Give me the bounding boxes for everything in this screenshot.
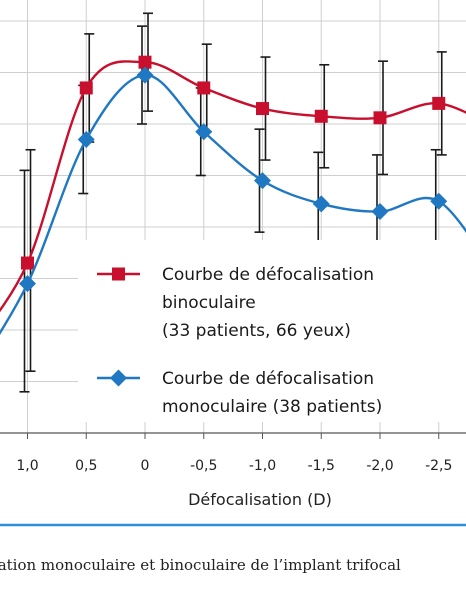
data-point [432,96,446,110]
data-point [195,123,213,141]
x-axis-ticks: 1,0 0,5 0 -0,5 -1,0 -1,5 -2,0 -2,5 [16,433,452,474]
data-point [256,102,269,116]
x-axis-title: Défocalisation (D) [188,490,332,509]
legend-label: monoculaire (38 patients) [162,397,382,417]
x-tick-label: -1,0 [249,458,276,474]
series-1 [0,55,466,313]
data-point [77,130,95,148]
x-tick-label: -0,5 [190,458,217,474]
data-point [373,111,387,125]
legend-label: Courbe de défocalisation [162,265,374,285]
data-point [371,203,389,221]
data-point [430,192,448,210]
data-point [79,81,93,95]
legend-swatch-marker [112,267,125,281]
data-point [254,172,271,190]
legend-label: (33 patients, 66 yeux) [162,321,351,341]
x-tick-label: 0 [141,458,150,474]
legend: Courbe de défocalisation binoculaire (33 p… [78,240,466,422]
legend-label: binoculaire [162,293,256,313]
data-point [197,81,211,95]
x-tick-label: 0,5 [75,458,97,474]
x-tick-label: -1,5 [308,458,335,474]
legend-label: Courbe de défocalisation [162,369,374,389]
data-point [136,66,154,84]
series-2 [0,66,466,335]
data-point [312,195,330,213]
data-point [314,109,328,123]
x-tick-label: -2,5 [425,458,452,474]
data-point [19,275,36,293]
legend-swatch-marker [110,369,127,387]
legend-box [78,240,466,422]
x-tick-label: -2,0 [366,458,393,474]
series-layer [0,12,466,393]
figure-frame [0,523,466,527]
data-point [138,55,152,69]
figure-caption: sation monoculaire et binoculaire de l’i… [0,556,401,574]
data-point [21,256,34,270]
x-tick-label: 1,0 [16,458,38,474]
